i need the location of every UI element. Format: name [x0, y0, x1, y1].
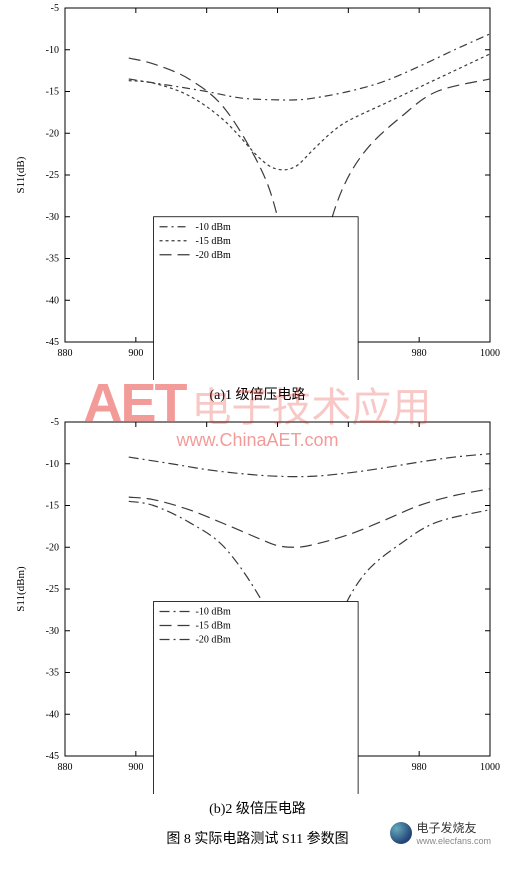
svg-text:-10: -10 [46, 45, 59, 56]
publisher-url: www.elecfans.com [416, 836, 491, 846]
svg-text:-20 dBm: -20 dBm [196, 250, 232, 261]
svg-text:1000: 1000 [480, 348, 500, 359]
publisher-name: 电子发烧友 [416, 819, 491, 836]
svg-text:-25: -25 [46, 584, 59, 595]
svg-text:-15 dBm: -15 dBm [196, 621, 232, 632]
svg-text:-30: -30 [46, 626, 59, 637]
svg-text:-10 dBm: -10 dBm [196, 222, 232, 233]
svg-text:900: 900 [128, 348, 143, 359]
chart-b: 8809009209409609801000-45-40-35-30-25-20… [10, 414, 505, 794]
svg-text:S11(dBm): S11(dBm) [15, 566, 27, 612]
svg-text:-5: -5 [51, 3, 59, 14]
svg-text:-35: -35 [46, 668, 59, 679]
svg-text:S11(dB): S11(dB) [15, 156, 27, 193]
chart-a: 8809009209409609801000-45-40-35-30-25-20… [10, 0, 505, 380]
svg-text:-45: -45 [46, 751, 59, 762]
svg-text:-15: -15 [46, 501, 59, 512]
caption-a: (a)1 级倍压电路 [0, 384, 515, 404]
svg-text:-20: -20 [46, 128, 59, 139]
svg-text:-10: -10 [46, 459, 59, 470]
globe-icon [390, 822, 412, 844]
svg-text:900: 900 [128, 762, 143, 773]
svg-text:980: 980 [412, 348, 427, 359]
svg-text:-35: -35 [46, 254, 59, 265]
svg-text:-45: -45 [46, 337, 59, 348]
publisher-logo: 电子发烧友 www.elecfans.com [390, 819, 491, 846]
caption-b: (b)2 级倍压电路 [0, 798, 515, 818]
svg-text:-10 dBm: -10 dBm [196, 607, 232, 618]
svg-text:-15 dBm: -15 dBm [196, 236, 232, 247]
svg-text:-20 dBm: -20 dBm [196, 635, 232, 646]
svg-text:-5: -5 [51, 417, 59, 428]
svg-text:-40: -40 [46, 709, 59, 720]
svg-text:880: 880 [58, 762, 73, 773]
svg-text:880: 880 [58, 348, 73, 359]
svg-text:980: 980 [412, 762, 427, 773]
svg-text:-25: -25 [46, 170, 59, 181]
svg-text:-20: -20 [46, 542, 59, 553]
svg-text:-30: -30 [46, 212, 59, 223]
svg-text:1000: 1000 [480, 762, 500, 773]
svg-text:-15: -15 [46, 87, 59, 98]
svg-text:-40: -40 [46, 295, 59, 306]
